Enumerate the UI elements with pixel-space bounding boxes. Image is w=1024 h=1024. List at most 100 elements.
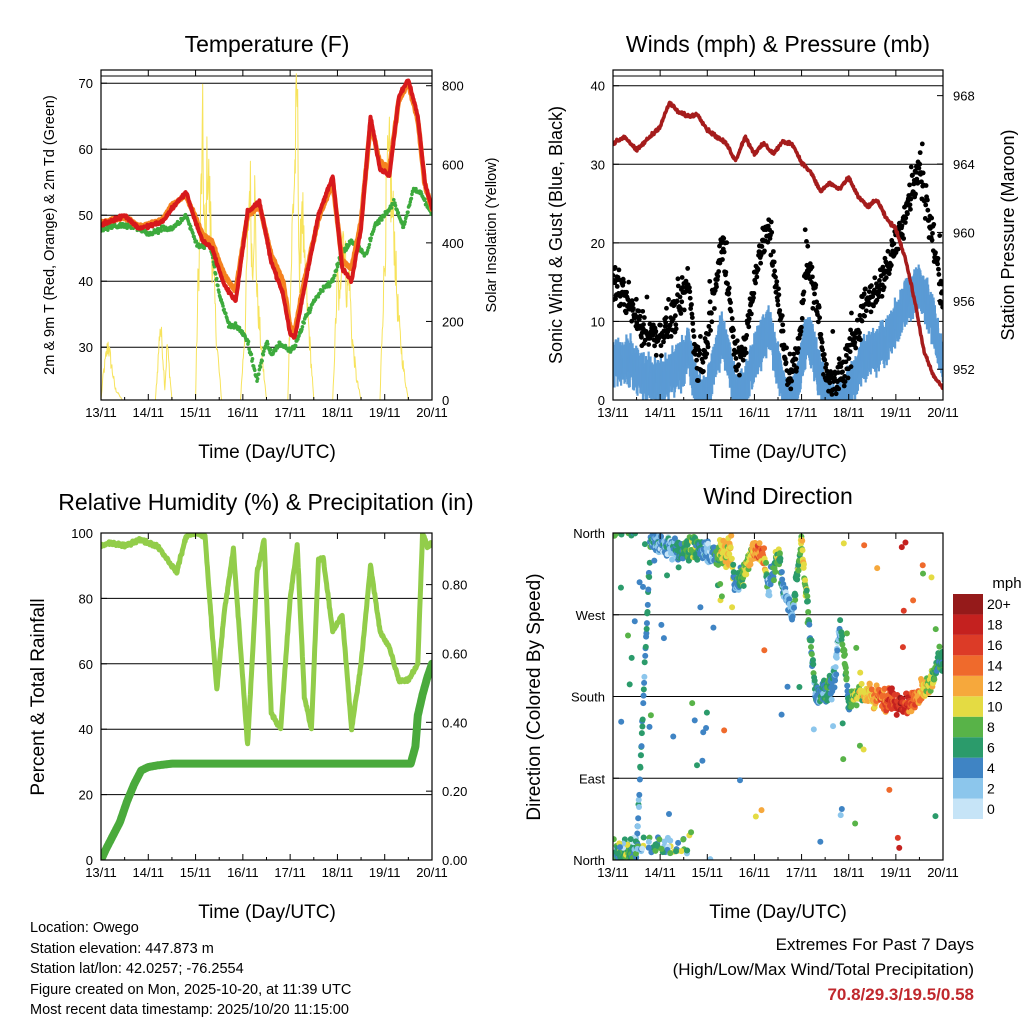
direction-point xyxy=(684,541,691,548)
extremes-values: 70.8/29.3/19.5/0.58 xyxy=(827,985,974,1004)
winds-xtick-label: 15/11 xyxy=(691,405,723,420)
gust-point xyxy=(754,274,760,280)
gust-point xyxy=(836,356,842,362)
direction-point xyxy=(643,625,650,632)
direction-point xyxy=(805,609,812,616)
gust-point xyxy=(804,239,809,244)
gust-point xyxy=(690,321,696,326)
winds-ytick-label: 0 xyxy=(598,393,605,408)
gust-point xyxy=(714,284,719,290)
direction-point xyxy=(763,559,770,566)
temperature-xtick-label: 14/11 xyxy=(132,405,164,420)
dewpoint-point xyxy=(336,261,341,266)
gust-point xyxy=(616,267,622,273)
gust-point xyxy=(880,264,886,270)
gust-point xyxy=(816,304,822,310)
direction-point xyxy=(840,756,847,763)
direction-point xyxy=(718,593,725,600)
dewpoint-point xyxy=(273,348,278,353)
gust-point xyxy=(630,301,636,307)
gust-point xyxy=(885,248,891,254)
gust-point xyxy=(776,292,782,298)
dewpoint-point xyxy=(224,311,228,316)
dewpoint-point xyxy=(258,365,263,369)
direction-axes: 13/11 14/11 15/11 16/11 17/11 18/11 19/11 20/11… xyxy=(571,526,959,880)
dewpoint-point xyxy=(297,334,301,338)
gust-point xyxy=(686,285,692,290)
direction-point xyxy=(831,684,838,691)
gust-point xyxy=(863,308,869,314)
gust-point xyxy=(809,264,815,270)
gust-point xyxy=(731,327,736,333)
direction-point xyxy=(839,632,846,639)
gust-point xyxy=(644,294,650,300)
gust-point xyxy=(802,227,808,233)
direction-point xyxy=(616,844,623,851)
winds-ytick-label: 10 xyxy=(591,314,605,329)
gust-point xyxy=(775,298,781,304)
gust-point xyxy=(678,311,684,316)
direction-point xyxy=(894,834,901,841)
gust-point xyxy=(751,295,756,301)
gust-point xyxy=(913,191,918,197)
gust-point xyxy=(734,338,740,344)
direction-point xyxy=(638,752,645,759)
gust-point xyxy=(830,329,836,334)
gust-point xyxy=(812,291,817,297)
direction-xtick-label: 19/11 xyxy=(880,865,912,880)
colorbar-label: 20+ xyxy=(987,596,1011,612)
gust-point xyxy=(798,329,804,334)
direction-point xyxy=(640,834,647,841)
direction-point xyxy=(837,617,844,624)
gust-point xyxy=(891,241,897,247)
gust-point xyxy=(626,279,632,285)
gust-point xyxy=(664,305,669,311)
gust-point xyxy=(908,196,914,202)
gust-point xyxy=(923,183,929,188)
gust-point xyxy=(687,289,693,295)
direction-point xyxy=(833,654,840,661)
gust-point xyxy=(779,313,785,319)
gust-point xyxy=(780,328,786,334)
direction-point xyxy=(664,572,671,579)
temperature-ytick-label: 70 xyxy=(79,76,93,91)
colorbar-swatch xyxy=(953,757,983,779)
gust-point xyxy=(770,249,776,254)
gust-point xyxy=(730,334,736,340)
gust-point xyxy=(923,202,929,208)
direction-point xyxy=(860,746,867,753)
gust-point xyxy=(679,275,685,280)
direction-title: Wind Direction xyxy=(703,483,853,509)
colorbar-label: 2 xyxy=(987,780,995,796)
precip-y2tick-label: 0.60 xyxy=(442,646,467,661)
latlon-text: Station lat/lon: 42.0257; -76.2554 xyxy=(30,961,244,977)
direction-point xyxy=(856,742,863,749)
colorbar-label: 0 xyxy=(987,801,995,817)
solar-y2tick-label: 600 xyxy=(442,157,464,172)
temperature-2m-line xyxy=(101,78,432,340)
winds-ytick-label: 20 xyxy=(591,236,605,251)
direction-xtick-label: 18/11 xyxy=(833,865,865,880)
direction-point xyxy=(639,716,646,723)
direction-point xyxy=(802,577,809,584)
gust-point xyxy=(842,379,848,384)
direction-point xyxy=(776,550,783,557)
direction-point xyxy=(804,598,811,605)
gust-point xyxy=(789,378,795,384)
gust-point xyxy=(639,334,644,340)
gust-point xyxy=(857,330,862,336)
gust-point xyxy=(883,275,889,281)
gust-point xyxy=(733,356,739,361)
direction-panel: Wind Direction 13/11 14/11 15/11 16/11 17/11… xyxy=(524,483,1022,923)
gust-point xyxy=(822,357,828,363)
direction-point xyxy=(645,586,652,593)
location-text: Location: Owego xyxy=(30,920,139,936)
direction-point xyxy=(792,592,799,599)
dewpoint-point xyxy=(334,268,339,272)
direction-point xyxy=(939,648,943,655)
direction-point xyxy=(900,607,907,614)
direction-point xyxy=(678,848,685,855)
gust-point xyxy=(725,281,730,287)
dewpoint-point xyxy=(260,359,264,363)
gust-point xyxy=(805,272,811,278)
